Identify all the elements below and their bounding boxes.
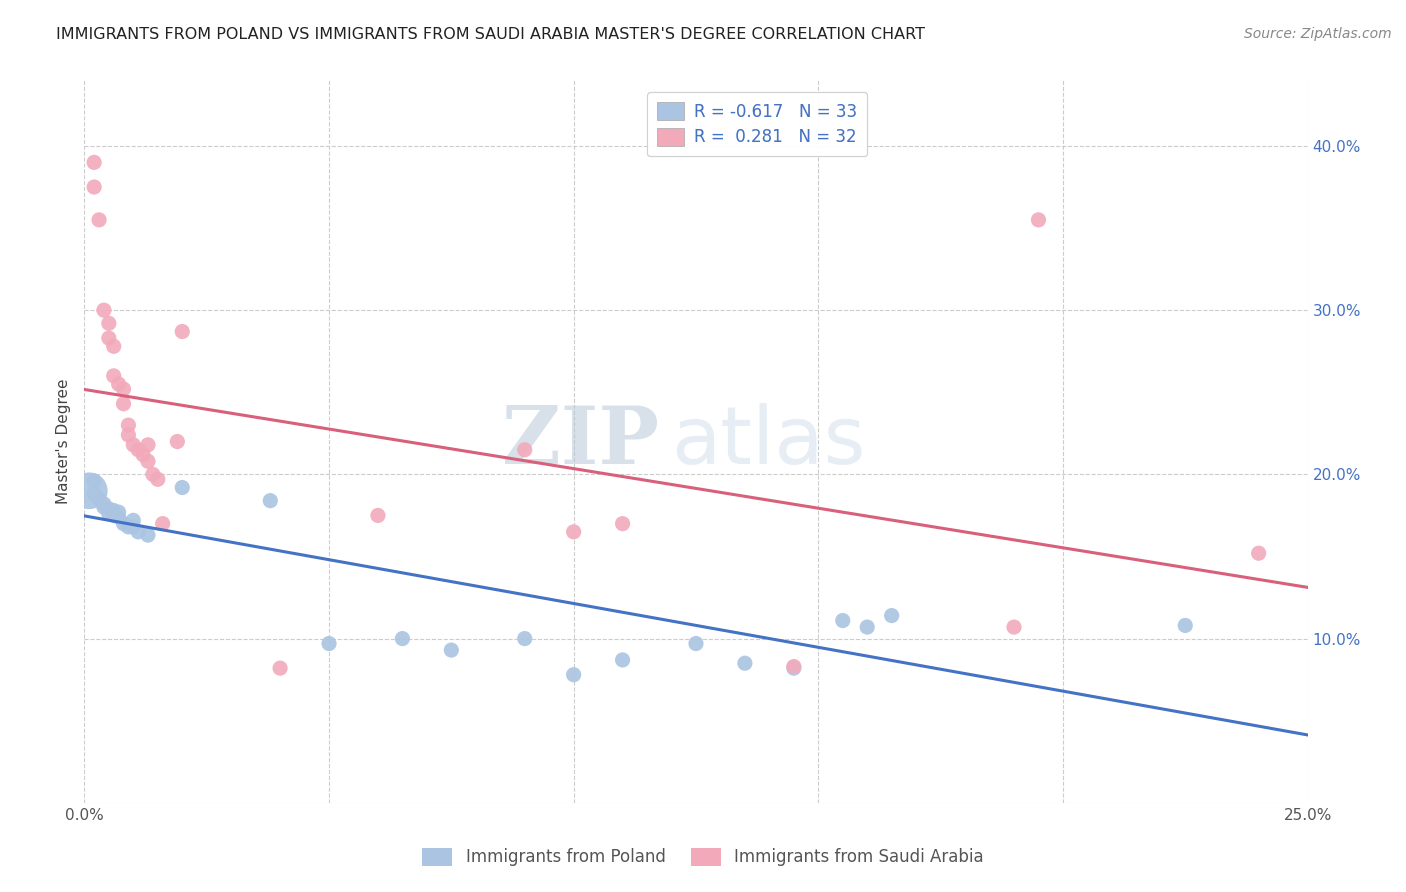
Point <box>122 520 145 534</box>
Point <box>132 448 155 462</box>
Point <box>87 491 110 506</box>
Point <box>127 442 149 457</box>
Text: Source: ZipAtlas.com: Source: ZipAtlas.com <box>1244 27 1392 41</box>
Point <box>152 516 174 531</box>
Point <box>83 180 105 194</box>
Y-axis label: Master's Degree: Master's Degree <box>56 379 72 504</box>
Point <box>136 528 159 542</box>
Point <box>831 614 853 628</box>
Point <box>783 661 806 675</box>
Point <box>856 620 879 634</box>
Point <box>122 438 145 452</box>
Point <box>318 636 340 650</box>
Point <box>103 508 125 523</box>
Point <box>93 497 115 511</box>
Point <box>107 377 129 392</box>
Point <box>136 438 159 452</box>
Point <box>127 524 149 539</box>
Point <box>117 520 139 534</box>
Point <box>172 481 194 495</box>
Point <box>1247 546 1270 560</box>
Point <box>734 657 756 671</box>
Point <box>367 508 389 523</box>
Point <box>513 442 536 457</box>
Point <box>112 397 135 411</box>
Point <box>103 503 125 517</box>
Point <box>117 418 139 433</box>
Point <box>562 667 585 681</box>
Point <box>391 632 413 646</box>
Point <box>146 472 169 486</box>
Point <box>612 516 634 531</box>
Legend: Immigrants from Poland, Immigrants from Saudi Arabia: Immigrants from Poland, Immigrants from … <box>415 839 991 875</box>
Point <box>172 325 194 339</box>
Point <box>142 467 165 482</box>
Point <box>1028 212 1050 227</box>
Point <box>612 653 634 667</box>
Point <box>97 331 120 345</box>
Point <box>103 368 125 383</box>
Point <box>97 316 120 330</box>
Point <box>880 608 903 623</box>
Point <box>440 643 463 657</box>
Point <box>83 474 105 488</box>
Point <box>685 636 707 650</box>
Point <box>93 500 115 515</box>
Point <box>1174 618 1197 632</box>
Point <box>136 454 159 468</box>
Point <box>1002 620 1025 634</box>
Point <box>87 212 110 227</box>
Point <box>562 524 585 539</box>
Point <box>117 428 139 442</box>
Point <box>83 487 105 501</box>
Point <box>166 434 188 449</box>
Point <box>103 339 125 353</box>
Point <box>122 513 145 527</box>
Point <box>97 501 120 516</box>
Point <box>112 382 135 396</box>
Point <box>269 661 291 675</box>
Point <box>77 483 100 498</box>
Point <box>112 516 135 531</box>
Legend: R = -0.617   N = 33, R =  0.281   N = 32: R = -0.617 N = 33, R = 0.281 N = 32 <box>647 92 868 156</box>
Point <box>97 507 120 521</box>
Point <box>513 632 536 646</box>
Point <box>783 659 806 673</box>
Point <box>107 510 129 524</box>
Text: IMMIGRANTS FROM POLAND VS IMMIGRANTS FROM SAUDI ARABIA MASTER'S DEGREE CORRELATI: IMMIGRANTS FROM POLAND VS IMMIGRANTS FRO… <box>56 27 925 42</box>
Text: ZIP: ZIP <box>502 402 659 481</box>
Point <box>83 155 105 169</box>
Point <box>259 493 281 508</box>
Point <box>93 303 115 318</box>
Text: atlas: atlas <box>672 402 866 481</box>
Point <box>107 505 129 519</box>
